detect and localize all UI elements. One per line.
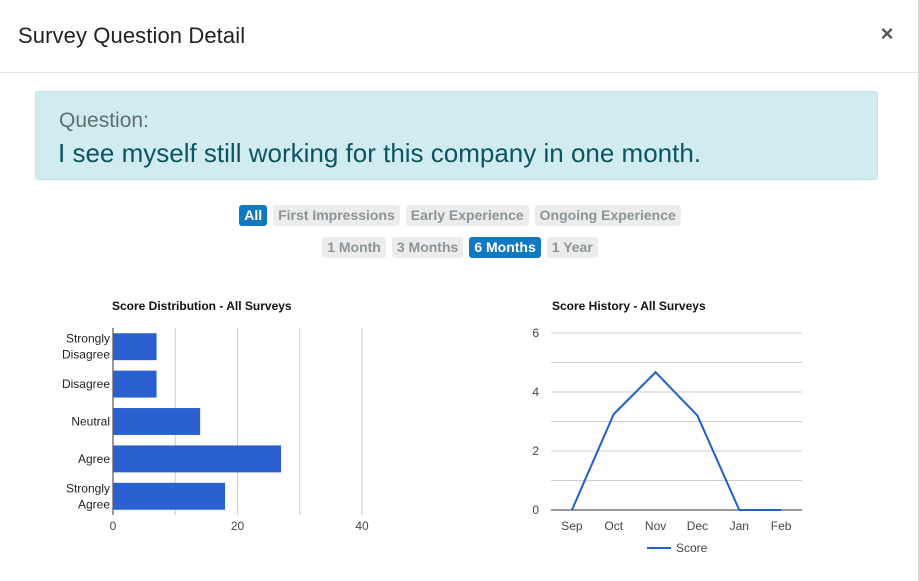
filter-ongoing-experience[interactable]: Ongoing Experience <box>534 205 681 226</box>
score-distribution-chart: Score Distribution - All Surveys Strongl… <box>62 299 369 533</box>
category-label: Neutral <box>71 415 110 429</box>
score-history-chart: Score History - All Surveys 0 2 4 6 Sep Oct N… <box>532 299 802 555</box>
x-tick-label: Nov <box>645 519 666 533</box>
x-tick-label: Oct <box>604 519 623 533</box>
question-alert: Question: I see myself still working for… <box>35 91 878 180</box>
modal-header: Survey Question Detail × <box>0 0 918 73</box>
bar-1 <box>113 370 157 398</box>
x-tick-label: Feb <box>771 519 792 533</box>
distribution-chart-title: Score Distribution - All Surveys <box>112 299 292 313</box>
x-tick-label: 0 <box>110 519 117 533</box>
series-line <box>571 370 782 511</box>
range-1-month[interactable]: 1 Month <box>322 237 386 258</box>
bar-0 <box>113 333 157 361</box>
legend-label: Score <box>676 541 708 555</box>
filter-early-experience[interactable]: Early Experience <box>405 205 529 226</box>
modal-title: Survey Question Detail <box>18 23 246 48</box>
filter-first-impressions[interactable]: First Impressions <box>273 205 400 226</box>
range-6-months[interactable]: 6 Months <box>469 237 541 258</box>
bar-4 <box>113 482 226 510</box>
x-tick-label: Dec <box>687 519 708 533</box>
y-tick-label: 4 <box>532 385 539 399</box>
range-3-months[interactable]: 3 Months <box>391 237 464 258</box>
y-tick-label: 0 <box>532 503 539 517</box>
x-tick-label: 20 <box>231 519 245 533</box>
question-text: I see myself still working for this comp… <box>58 138 702 168</box>
x-tick-label: 40 <box>355 519 369 533</box>
y-tick-label: 2 <box>532 444 539 458</box>
range-1-year[interactable]: 1 Year <box>546 237 598 258</box>
category-filter-group: All First Impressions Early Experience O… <box>0 205 920 226</box>
x-tick-label: Sep <box>561 519 583 533</box>
x-tick-label: Jan <box>730 519 749 533</box>
question-label: Question: <box>59 109 149 132</box>
history-chart-title: Score History - All Surveys <box>552 299 706 313</box>
category-label: Strongly Disagree <box>62 332 110 362</box>
category-label: Strongly Agree <box>66 481 110 511</box>
bar-2 <box>113 408 201 435</box>
filter-all[interactable]: All <box>239 205 268 226</box>
category-label: Disagree <box>62 377 110 391</box>
y-tick-label: 6 <box>532 326 539 340</box>
bar-3 <box>113 445 282 473</box>
close-icon[interactable]: × <box>880 21 894 46</box>
category-label: Agree <box>78 452 110 466</box>
range-filter-group: 1 Month 3 Months 6 Months 1 Year <box>0 237 920 258</box>
